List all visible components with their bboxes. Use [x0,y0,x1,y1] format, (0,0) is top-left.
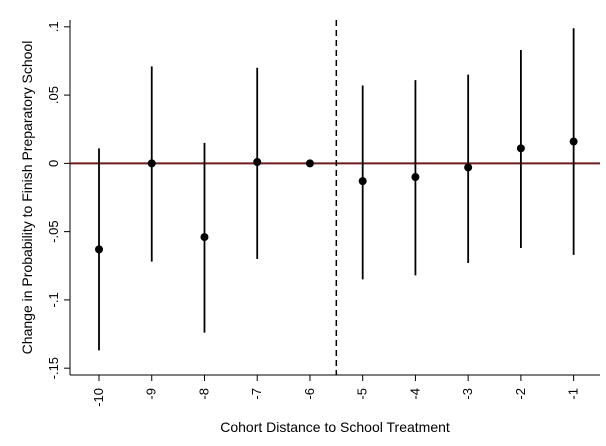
x-tick-label: -5 [355,388,370,400]
y-axis-title: Change in Probability to Finish Preparat… [19,41,35,355]
x-tick-label: -8 [196,388,211,400]
x-tick-label: -3 [460,388,475,400]
y-tick-label: .05 [46,86,61,104]
y-tick-label: -.1 [46,292,61,307]
point-estimate [305,159,314,168]
y-tick-label: -.05 [46,220,61,242]
axes [69,20,600,376]
x-tick-label: -2 [513,388,528,400]
x-ticks: -10 -9 -8 -7 -6 -5 -4 -3 -2 -1 [91,375,581,407]
y-tick-label: -.15 [46,357,61,379]
x-axis-title: Cohort Distance to School Treatment [220,419,450,435]
point-estimate [411,173,420,182]
y-tick-label: .1 [46,21,61,32]
x-tick-label: -9 [144,388,159,400]
point-estimate [147,159,156,168]
y-ticks: .1 .05 0 -.05 -.1 -.15 [46,21,70,379]
point-estimate [95,245,104,254]
point-estimate [253,158,262,166]
y-tick-label: 0 [46,160,61,167]
point-estimate [569,137,578,146]
x-tick-label: -1 [566,388,581,400]
point-estimate [464,163,473,172]
point-estimate [516,144,525,153]
point-estimates [95,137,578,254]
x-tick-label: -7 [249,388,264,400]
point-estimate [358,177,367,186]
x-tick-label: -10 [91,388,106,407]
x-tick-label: -4 [407,388,422,400]
point-estimate [200,233,209,242]
x-tick-label: -6 [302,388,317,400]
reference-lines [70,20,600,375]
